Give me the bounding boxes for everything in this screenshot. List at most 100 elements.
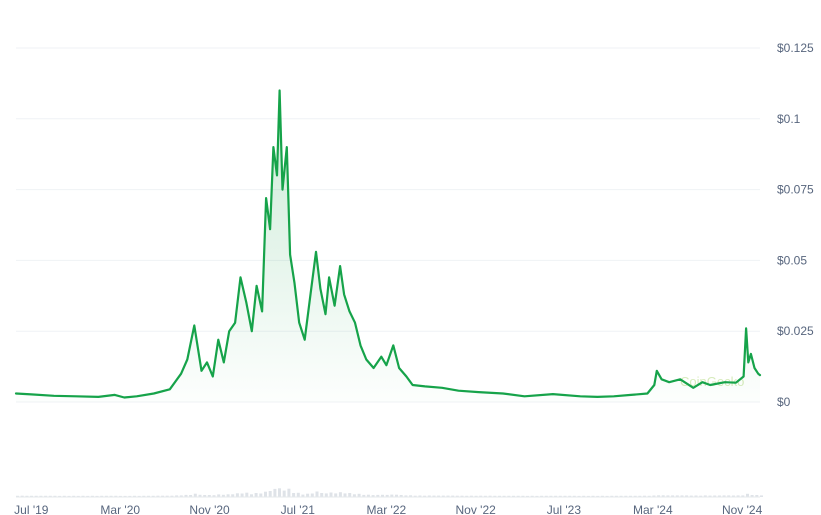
volume-bar (451, 495, 455, 497)
volume-bar (212, 495, 216, 497)
volume-bar (203, 495, 207, 497)
volume-bar (67, 495, 71, 497)
volume-bar (161, 495, 165, 497)
series (14, 89, 762, 402)
volume-bar (371, 495, 375, 497)
volume-bar (62, 495, 66, 497)
volume-bar (156, 495, 160, 497)
volume-bar (512, 495, 515, 497)
volume-bar (502, 495, 506, 497)
volume-bar (549, 495, 553, 497)
volume-bar (661, 495, 665, 497)
volume-bar (671, 495, 675, 497)
volume-bar (404, 495, 408, 497)
volume-bar (647, 495, 651, 497)
volume-bar (296, 492, 300, 497)
volume-bar (76, 495, 80, 497)
volume-bar (278, 488, 281, 497)
volume-bar (703, 495, 707, 497)
volume-bar (708, 495, 712, 497)
volume-bar (366, 494, 370, 497)
volume-bar (507, 495, 511, 497)
volume-bar (746, 493, 749, 497)
volume-bar (193, 493, 197, 497)
volume-bar (395, 494, 398, 497)
volume-bar (16, 495, 19, 497)
volume-bar (20, 495, 24, 497)
volume-bar (90, 495, 94, 497)
volume-bar (250, 494, 253, 497)
volume-bar (44, 495, 48, 497)
volume-bar (530, 495, 534, 497)
volume-bar (147, 495, 150, 497)
volume-bar (586, 495, 590, 497)
volume-bar (685, 495, 689, 497)
volume-bar (198, 494, 202, 497)
volume-bar (81, 495, 85, 497)
volume-bars (16, 488, 763, 497)
volume-bar (334, 493, 338, 497)
x-tick-label: Jul '21 (281, 503, 316, 515)
volume-bar (287, 488, 291, 497)
volume-bar (184, 494, 188, 497)
volume-bar (123, 495, 127, 497)
volume-bar (245, 492, 249, 497)
volume-bar (390, 494, 394, 497)
volume-bar (544, 495, 548, 497)
volume-bar (469, 495, 473, 497)
volume-bar (357, 493, 361, 497)
volume-bar (301, 494, 305, 497)
volume-bar (666, 495, 670, 497)
volume-bar (385, 494, 389, 497)
volume-bar (736, 495, 740, 497)
volume-bar (25, 495, 29, 497)
y-tick-label: $0.075 (777, 183, 814, 197)
volume-bar (460, 495, 464, 497)
volume-bar (240, 493, 244, 497)
volume-bar (259, 493, 263, 497)
volume-bar (633, 495, 637, 497)
volume-bar (741, 495, 745, 497)
volume-bar (338, 492, 342, 497)
volume-bar (133, 495, 136, 497)
y-axis: $0 $0.025 $0.05 $0.075 $0.1 $0.125 (777, 41, 814, 409)
volume-bar (72, 495, 76, 497)
volume-bar (254, 493, 258, 497)
x-tick-label: Jul '19 (14, 503, 49, 515)
volume-bar (427, 495, 431, 497)
volume-bar (657, 495, 661, 497)
price-area-fill (16, 90, 760, 402)
volume-bar (34, 495, 38, 497)
volume-bar (109, 495, 113, 497)
volume-bar (95, 495, 99, 497)
volume-bar (30, 495, 33, 497)
volume-bar (306, 493, 310, 497)
y-tick-label: $0.125 (777, 41, 814, 55)
volume-bar (142, 495, 146, 497)
x-tick-label: Nov '24 (722, 503, 763, 515)
volume-bar (343, 493, 347, 497)
volume-bar (362, 494, 366, 497)
x-tick-label: Mar '20 (100, 503, 140, 515)
volume-bar (320, 493, 324, 497)
volume-bar (446, 495, 450, 497)
volume-bar (727, 495, 731, 497)
volume-bar (717, 495, 721, 497)
volume-bar (652, 495, 656, 497)
volume-bar (268, 491, 272, 497)
y-tick-label: $0.025 (777, 324, 814, 338)
x-tick-label: Jul '23 (547, 503, 582, 515)
volume-bar (165, 495, 169, 497)
volume-bar (474, 495, 478, 497)
volume-bar (619, 495, 623, 497)
volume-bar (465, 495, 469, 497)
volume-bar (689, 495, 693, 497)
volume-bar (694, 495, 698, 497)
volume-bar (137, 495, 141, 497)
volume-bar (629, 495, 632, 497)
volume-bar (455, 495, 459, 497)
volume-bar (114, 495, 118, 497)
volume-bar (432, 495, 436, 497)
volume-bar (577, 495, 581, 497)
volume-bar (175, 495, 179, 497)
